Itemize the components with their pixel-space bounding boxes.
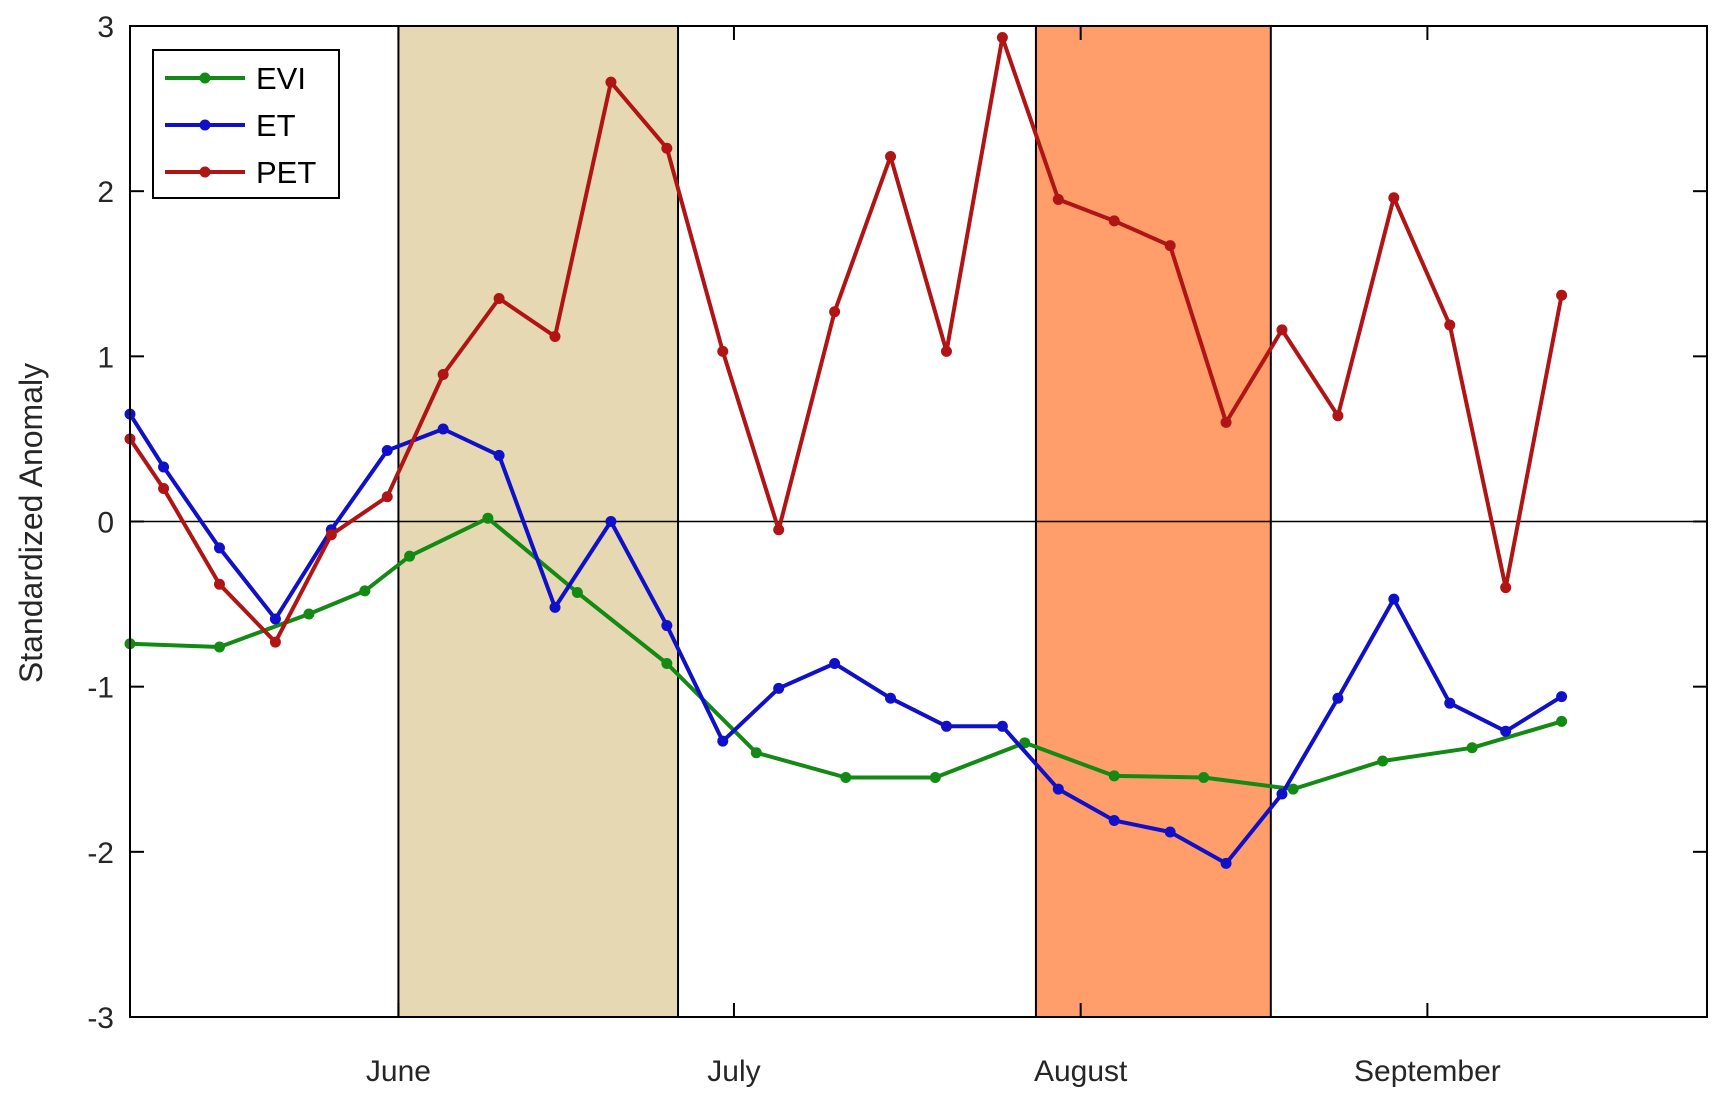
evi-point <box>404 550 416 562</box>
et-point <box>1500 725 1512 737</box>
et-point <box>437 423 449 435</box>
legend-item-et: ET <box>165 108 296 143</box>
et-point <box>493 449 505 461</box>
pet-point <box>717 345 729 357</box>
pet-point <box>1556 289 1568 301</box>
series-pet <box>124 32 1568 648</box>
y-tick-label: 2 <box>97 176 114 209</box>
y-axis-label: Standardized Anomaly <box>13 363 49 683</box>
legend-label-evi: EVI <box>256 61 306 96</box>
et-point <box>829 658 841 670</box>
et-point <box>269 613 281 625</box>
et-point <box>158 461 170 473</box>
pet-point <box>325 529 337 541</box>
evi-point <box>571 587 583 599</box>
pet-point <box>1108 215 1120 227</box>
evi-point <box>661 658 673 670</box>
x-tick-label: June <box>366 1055 431 1088</box>
legend: EVI ET PET <box>152 49 340 199</box>
evi-point <box>482 512 494 524</box>
et-point <box>605 516 617 527</box>
evi-point <box>1198 772 1210 784</box>
et-point <box>717 735 729 747</box>
pet-point <box>773 524 785 536</box>
pet-point <box>437 369 449 381</box>
et-point <box>996 720 1008 732</box>
pet-point <box>605 76 617 88</box>
et-point <box>885 692 897 704</box>
evi-point <box>750 747 762 759</box>
evi-point <box>359 585 371 597</box>
pet-point <box>493 293 505 305</box>
pet-point <box>1444 319 1456 331</box>
et-point <box>773 682 785 694</box>
pet-point <box>549 331 561 343</box>
et-point <box>549 601 561 613</box>
legend-marker-et <box>199 119 211 131</box>
evi-point <box>1556 715 1568 727</box>
evi-point <box>213 641 225 653</box>
pet-point <box>1388 192 1400 204</box>
et-point <box>1220 857 1232 869</box>
y-tick-label: 3 <box>97 11 114 44</box>
et-point <box>1556 691 1568 703</box>
pet-point <box>1276 324 1288 336</box>
pet-point <box>996 32 1008 44</box>
et-point <box>1052 783 1064 795</box>
y-tick-label: -2 <box>87 837 114 870</box>
et-point <box>1332 692 1344 704</box>
series-layer <box>124 32 1568 869</box>
pet-point <box>381 491 393 503</box>
evi-point <box>1466 742 1478 754</box>
et-point <box>1164 826 1176 838</box>
axes-layer <box>129 25 1708 1018</box>
evi-point <box>1287 783 1299 795</box>
legend-marker-pet <box>199 166 211 178</box>
et-point <box>213 542 225 554</box>
pet-point <box>213 578 225 590</box>
x-tick-label: August <box>1034 1055 1128 1088</box>
legend-label-et: ET <box>256 108 296 143</box>
et-point <box>1108 814 1120 826</box>
et-point <box>1388 593 1400 605</box>
pet-point <box>1164 240 1176 252</box>
x-tick-label: July <box>707 1055 760 1088</box>
evi-line <box>129 516 1563 792</box>
x-tick-label: September <box>1354 1055 1501 1088</box>
et-point <box>661 620 673 632</box>
pet-point <box>1332 410 1344 422</box>
pet-point <box>829 306 841 318</box>
pet-point <box>885 150 897 162</box>
pet-point <box>1220 416 1232 428</box>
legend-label-pet: PET <box>256 155 316 190</box>
y-tick-label: 1 <box>97 341 114 374</box>
legend-item-evi: EVI <box>165 61 306 96</box>
pet-point <box>1052 193 1064 205</box>
pet-point <box>158 482 170 494</box>
et-point <box>381 444 393 456</box>
et-point <box>940 720 952 732</box>
evi-point <box>1377 755 1389 767</box>
tick-labels: -3 -2 -1 0 1 2 3 June July August September <box>87 11 1500 1088</box>
y-tick-label: 0 <box>97 507 114 540</box>
legend-item-pet: PET <box>165 155 316 190</box>
y-tick-label: -1 <box>87 672 114 705</box>
evi-point <box>840 772 852 784</box>
evi-point <box>303 608 315 620</box>
y-tick-label: -3 <box>87 1002 114 1035</box>
pet-point <box>661 142 673 154</box>
evi-point <box>1108 770 1120 782</box>
et-point <box>1444 697 1456 709</box>
legend-marker-evi <box>199 72 211 84</box>
pet-point <box>269 636 281 648</box>
pet-point <box>1500 582 1512 594</box>
evi-point <box>929 772 941 784</box>
et-point <box>1276 788 1288 800</box>
pet-point <box>940 345 952 357</box>
